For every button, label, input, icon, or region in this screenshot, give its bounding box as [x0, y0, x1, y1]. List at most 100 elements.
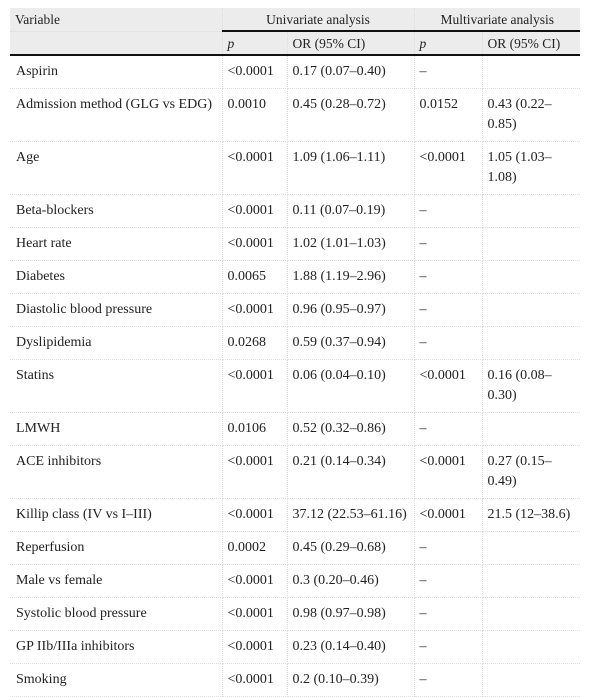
multi-or-cell: 0.27 (0.15–0.49): [482, 445, 581, 499]
table-row: GP IIb/IIIa inhibitors <0.0001 0.23 (0.14–…: [10, 630, 581, 664]
table-row: Beta-blockers <0.0001 0.11 (0.07–0.19) –: [10, 194, 581, 228]
multi-p-cell: <0.0001: [414, 498, 483, 532]
table-row: Male vs female <0.0001 0.3 (0.20–0.46) –: [10, 564, 581, 598]
subheader: p: [222, 31, 288, 56]
multi-or-cell: [482, 564, 581, 598]
multi-p-cell: –: [414, 260, 483, 294]
table-row: Statins <0.0001 0.06 (0.04–0.10) <0.0001 0.1…: [10, 359, 581, 413]
multi-or-cell: [482, 663, 581, 697]
table-row: Diabetes 0.0065 1.88 (1.19–2.96) –: [10, 260, 581, 294]
uni-or-cell: 0.45 (0.29–0.68): [287, 531, 415, 565]
uni-or-cell: 1.09 (1.06–1.11): [287, 141, 415, 195]
uni-p-cell: <0.0001: [222, 293, 288, 327]
multi-p-cell: –: [414, 55, 483, 89]
uni-or-cell: 0.23 (0.14–0.40): [287, 630, 415, 664]
uni-p-cell: <0.0001: [222, 630, 288, 664]
multi-p-cell: –: [414, 663, 483, 697]
multi-or-cell: [482, 55, 581, 89]
uni-or-cell: 0.06 (0.04–0.10): [287, 359, 415, 413]
table-row: Diastolic blood pressure <0.0001 0.96 (0.9…: [10, 293, 581, 327]
uni-p-cell: <0.0001: [222, 359, 288, 413]
variable-cell: Statins: [10, 359, 223, 413]
table-row: Aspirin <0.0001 0.17 (0.07–0.40) –: [10, 55, 581, 89]
uni-p-cell: 0.0002: [222, 531, 288, 565]
multi-or-cell: [482, 597, 581, 631]
uni-p-cell: <0.0001: [222, 227, 288, 261]
variable-cell: Aspirin: [10, 55, 223, 89]
table-row: Admission method (GLG vs EDG) 0.0010 0.45 …: [10, 88, 581, 142]
uni-or-cell: 0.17 (0.07–0.40): [287, 55, 415, 89]
header-multivariate: Multivariate analysis: [414, 8, 581, 32]
variable-cell: Killip class (IV vs I–III): [10, 498, 223, 532]
multi-or-cell: [482, 531, 581, 565]
multi-p-cell: –: [414, 227, 483, 261]
table-row: Age <0.0001 1.09 (1.06–1.11) <0.0001 1.05 (1…: [10, 141, 581, 195]
variable-cell: Heart rate: [10, 227, 223, 261]
table-body: Aspirin <0.0001 0.17 (0.07–0.40) – Admission…: [10, 55, 581, 697]
uni-or-cell: 0.96 (0.95–0.97): [287, 293, 415, 327]
uni-p-cell: <0.0001: [222, 445, 288, 499]
multi-or-cell: [482, 260, 581, 294]
variable-cell: Male vs female: [10, 564, 223, 598]
variable-cell: Reperfusion: [10, 531, 223, 565]
multi-or-cell: 1.05 (1.03–1.08): [482, 141, 581, 195]
uni-or-cell: 0.2 (0.10–0.39): [287, 663, 415, 697]
uni-p-cell: <0.0001: [222, 141, 288, 195]
multi-or-cell: [482, 194, 581, 228]
table-row: Systolic blood pressure <0.0001 0.98 (0.97…: [10, 597, 581, 631]
table-row: Reperfusion 0.0002 0.45 (0.29–0.68) –: [10, 531, 581, 565]
header-variable: Variable: [10, 8, 223, 32]
table-row: Heart rate <0.0001 1.02 (1.01–1.03) –: [10, 227, 581, 261]
multi-or-cell: [482, 412, 581, 446]
variable-cell: ACE inhibitors: [10, 445, 223, 499]
variable-cell: Diastolic blood pressure: [10, 293, 223, 327]
variable-cell: GP IIb/IIIa inhibitors: [10, 630, 223, 664]
multi-p-cell: <0.0001: [414, 141, 483, 195]
multi-or-cell: [482, 326, 581, 360]
variable-cell: Diabetes: [10, 260, 223, 294]
multi-p-cell: <0.0001: [414, 445, 483, 499]
header-univariate: Univariate analysis: [222, 8, 415, 32]
multi-p-cell: 0.0152: [414, 88, 483, 142]
variable-cell: Admission method (GLG vs EDG): [10, 88, 223, 142]
multi-or-cell: [482, 293, 581, 327]
multi-p-cell: –: [414, 564, 483, 598]
multi-or-cell: 21.5 (12–38.6): [482, 498, 581, 532]
uni-or-cell: 0.11 (0.07–0.19): [287, 194, 415, 228]
header-blank: [10, 31, 223, 56]
variable-cell: Age: [10, 141, 223, 195]
subheader: OR (95% CI): [287, 31, 415, 56]
variable-cell: Smoking: [10, 663, 223, 697]
uni-p-cell: 0.0010: [222, 88, 288, 142]
variable-cell: LMWH: [10, 412, 223, 446]
table-row: ACE inhibitors <0.0001 0.21 (0.14–0.34) <0.…: [10, 445, 581, 499]
uni-p-cell: <0.0001: [222, 597, 288, 631]
variable-cell: Systolic blood pressure: [10, 597, 223, 631]
table-row: Dyslipidemia 0.0268 0.59 (0.37–0.94) –: [10, 326, 581, 360]
results-table: Variable Univariate analysis Multivariat…: [10, 8, 581, 697]
uni-or-cell: 0.52 (0.32–0.86): [287, 412, 415, 446]
multi-or-cell: 0.43 (0.22–0.85): [482, 88, 581, 142]
uni-p-cell: 0.0106: [222, 412, 288, 446]
subheader: OR (95% CI): [482, 31, 581, 56]
uni-p-cell: <0.0001: [222, 498, 288, 532]
multi-or-cell: 0.16 (0.08–0.30): [482, 359, 581, 413]
table-row: LMWH 0.0106 0.52 (0.32–0.86) –: [10, 412, 581, 446]
multi-p-cell: –: [414, 531, 483, 565]
variable-cell: Beta-blockers: [10, 194, 223, 228]
uni-or-cell: 1.88 (1.19–2.96): [287, 260, 415, 294]
uni-p-cell: <0.0001: [222, 564, 288, 598]
uni-p-cell: 0.0065: [222, 260, 288, 294]
multi-p-cell: –: [414, 630, 483, 664]
table-row: Smoking <0.0001 0.2 (0.10–0.39) –: [10, 663, 581, 697]
table-row: Killip class (IV vs I–III) <0.0001 37.12 (…: [10, 498, 581, 532]
uni-or-cell: 0.3 (0.20–0.46): [287, 564, 415, 598]
uni-p-cell: <0.0001: [222, 194, 288, 228]
multi-p-cell: <0.0001: [414, 359, 483, 413]
uni-p-cell: <0.0001: [222, 663, 288, 697]
uni-or-cell: 37.12 (22.53–61.16): [287, 498, 415, 532]
multi-p-cell: –: [414, 412, 483, 446]
multi-p-cell: –: [414, 293, 483, 327]
subheader: p: [414, 31, 483, 56]
uni-or-cell: 0.59 (0.37–0.94): [287, 326, 415, 360]
